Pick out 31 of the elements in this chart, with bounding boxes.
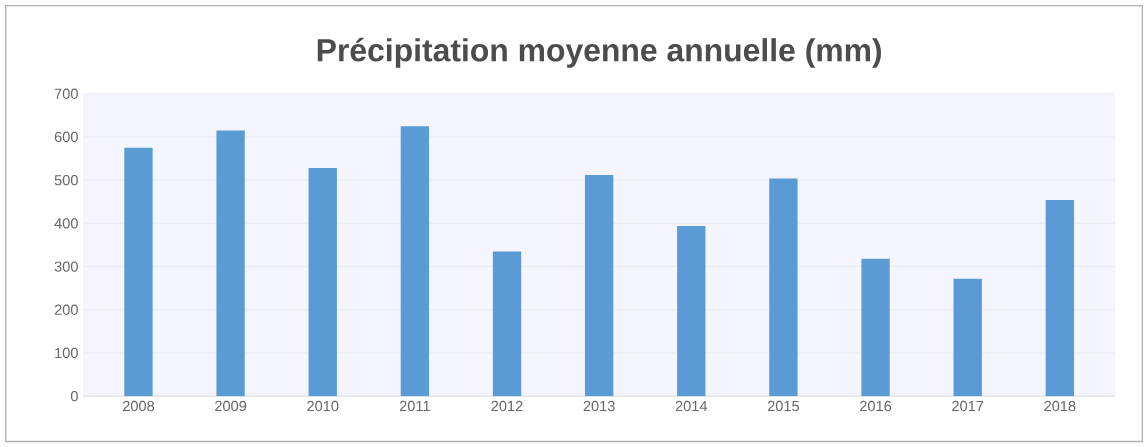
bar — [1045, 199, 1075, 397]
x-tick-label: 2018 — [1044, 400, 1076, 412]
x-tick-label: 2016 — [860, 400, 892, 412]
x-tick-label: 2010 — [307, 400, 339, 412]
x-tick-label: 2012 — [491, 400, 523, 412]
bar — [308, 167, 337, 397]
bar — [584, 174, 614, 397]
y-tick-label: 700 — [54, 88, 78, 99]
x-tick-label: 2015 — [767, 400, 800, 412]
y-tick-label: 500 — [54, 174, 78, 186]
x-tick-label: 2009 — [215, 400, 247, 412]
bar — [124, 147, 153, 397]
bar — [861, 258, 890, 397]
y-tick-label: 0 — [70, 390, 78, 402]
bar — [953, 278, 982, 397]
bar — [400, 126, 430, 397]
bar — [492, 251, 522, 397]
x-tick-label: 2008 — [122, 400, 155, 412]
bar — [677, 225, 706, 397]
y-tick-label: 600 — [54, 131, 78, 143]
y-tick-label: 300 — [54, 261, 78, 272]
chart-title: Précipitation moyenne annuelle (mm) — [317, 37, 882, 68]
bar — [216, 130, 245, 397]
x-tick-label: 2017 — [952, 400, 984, 412]
x-tick-label: 2014 — [675, 400, 708, 412]
bar — [769, 178, 798, 397]
x-tick-label: 2011 — [399, 400, 430, 412]
y-tick-label: 400 — [54, 218, 78, 229]
x-tick-label: 2013 — [583, 400, 615, 412]
y-tick-label: 200 — [54, 304, 78, 315]
y-tick-label: 100 — [55, 347, 78, 359]
